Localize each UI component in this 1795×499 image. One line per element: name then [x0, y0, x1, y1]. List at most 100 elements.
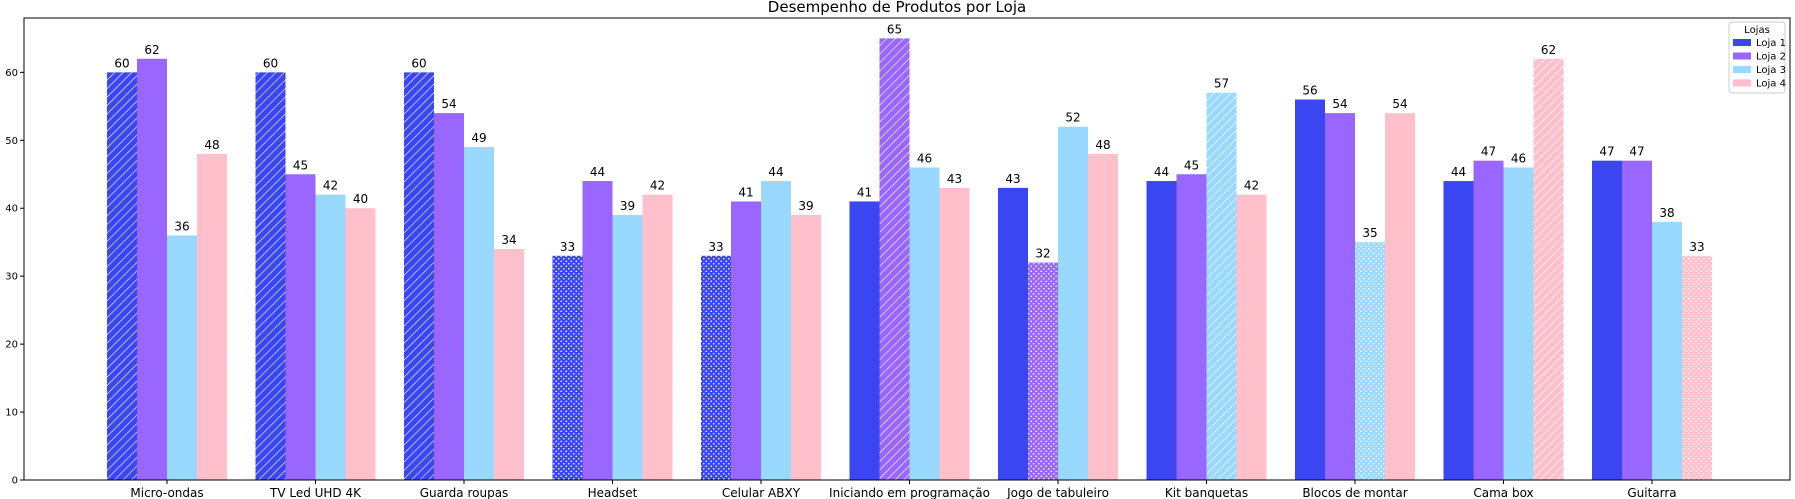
bar-loja-3: [167, 235, 197, 480]
x-tick-label: Guitarra: [1627, 486, 1676, 499]
data-label: 57: [1214, 77, 1229, 91]
bar-loja-4: [197, 153, 227, 480]
y-tick-label: 30: [5, 272, 18, 283]
bar-loja-1: [701, 255, 731, 480]
data-label: 62: [144, 43, 159, 57]
bar-loja-1: [552, 255, 583, 480]
bar-loja-2: [582, 181, 613, 480]
legend-swatch: [1733, 39, 1751, 46]
data-label: 35: [1362, 226, 1377, 240]
bar-loja-4: [1385, 113, 1415, 480]
data-label: 65: [887, 22, 902, 36]
data-label: 47: [1599, 145, 1614, 159]
bar-loja-4: [345, 208, 376, 480]
bar-loja-2: [137, 58, 167, 480]
legend: Lojas Loja 1 Loja 2 Loja 3 Loja 4: [1728, 21, 1786, 94]
data-label: 42: [1244, 179, 1259, 193]
y-axis: 0 10 20 30 40 50 60: [5, 68, 24, 487]
bar-loja-3: [315, 194, 346, 480]
bar-loja-2: [1622, 160, 1652, 481]
legend-swatch: [1733, 66, 1751, 73]
data-label: 42: [323, 179, 338, 193]
bar-loja-3: [612, 215, 643, 480]
data-label: 43: [947, 172, 962, 186]
x-tick-label: Headset: [588, 486, 638, 499]
data-label: 60: [114, 56, 129, 70]
bar-loja-2: [1473, 160, 1504, 481]
x-tick-label: Jogo de tabuleiro: [1006, 486, 1109, 499]
data-label: 42: [650, 179, 665, 193]
data-label: 56: [1302, 84, 1317, 98]
bar-loja-2: [434, 113, 464, 480]
bar-loja-4: [1236, 194, 1267, 480]
data-label: 33: [708, 240, 723, 254]
data-label: 39: [620, 199, 635, 213]
data-label: 44: [768, 165, 783, 179]
bar-loja-4: [791, 215, 821, 480]
legend-label: Loja 1: [1756, 38, 1786, 49]
bar-loja-1: [1295, 99, 1325, 480]
data-label: 54: [1392, 97, 1407, 111]
bar-loja-1: [1146, 181, 1177, 480]
data-label: 44: [1451, 165, 1466, 179]
data-label: 54: [441, 97, 456, 111]
data-label: 34: [501, 233, 516, 247]
bar-loja-3: [464, 147, 494, 480]
legend-label: Loja 4: [1756, 79, 1786, 90]
bar-loja-4: [1088, 153, 1118, 480]
x-axis: Micro-ondas TV Led UHD 4K Guarda roupas Hea…: [130, 480, 1677, 499]
bar-loja-3: [1206, 92, 1237, 480]
x-tick-label: Kit banquetas: [1165, 486, 1248, 499]
bar-loja-1: [255, 72, 286, 481]
bar-loja-4: [939, 187, 970, 480]
data-label: 46: [917, 151, 932, 165]
x-tick-label: Iniciando em programação: [829, 486, 990, 499]
legend-label: Loja 3: [1756, 65, 1786, 76]
data-label: 33: [1689, 240, 1704, 254]
data-label: 52: [1065, 111, 1080, 125]
data-label: 60: [411, 56, 426, 70]
bar-loja-1: [1592, 160, 1622, 481]
data-label: 39: [798, 199, 813, 213]
bar-loja-3: [1652, 221, 1682, 480]
data-label: 62: [1541, 43, 1556, 57]
data-label: 41: [738, 185, 753, 199]
bar-loja-1: [998, 187, 1028, 480]
data-label: 43: [1005, 172, 1020, 186]
bars-group: [107, 38, 1712, 481]
x-tick-label: Celular ABXY: [722, 486, 801, 499]
data-label: 44: [590, 165, 605, 179]
bar-loja-3: [761, 181, 791, 480]
y-tick-label: 50: [5, 136, 18, 147]
data-labels-group: 60 62 36 48 60 45 42 40 60 54 49 34 33 44 39 42 33 41 44 39…: [114, 22, 1704, 260]
bar-loja-2: [285, 174, 316, 480]
bar-loja-3: [1503, 167, 1534, 480]
bar-loja-2: [731, 201, 761, 481]
bar-loja-1: [107, 72, 137, 481]
data-label: 47: [1629, 145, 1644, 159]
data-label: 40: [353, 192, 368, 206]
legend-swatch: [1733, 52, 1751, 60]
x-tick-label: Cama box: [1473, 486, 1533, 499]
bar-loja-2: [879, 38, 910, 480]
x-tick-label: TV Led UHD 4K: [269, 486, 362, 499]
data-label: 54: [1332, 97, 1347, 111]
bar-loja-1: [1443, 181, 1474, 480]
data-label: 36: [174, 219, 189, 233]
bar-loja-3: [1058, 126, 1088, 481]
legend-title: Lojas: [1744, 25, 1770, 36]
y-tick-label: 0: [12, 476, 18, 487]
y-tick-label: 60: [5, 68, 18, 79]
y-tick-label: 40: [5, 204, 18, 215]
y-tick-label: 10: [5, 408, 18, 419]
x-tick-label: Guarda roupas: [420, 486, 509, 499]
data-label: 33: [560, 240, 575, 254]
x-tick-label: Micro-ondas: [130, 486, 203, 499]
data-label: 41: [857, 185, 872, 199]
data-label: 38: [1659, 206, 1674, 220]
bar-loja-4: [1533, 58, 1564, 480]
bar-loja-1: [404, 72, 434, 481]
bar-loja-2: [1325, 113, 1355, 480]
bar-loja-3: [909, 167, 940, 480]
